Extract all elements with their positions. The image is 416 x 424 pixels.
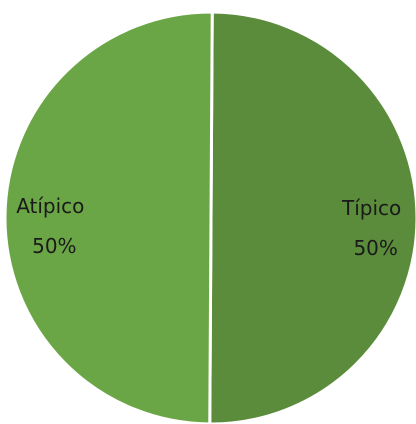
- slice-category-label: Atípico: [16, 194, 84, 218]
- pie-slice-at-pico: [3, 10, 214, 424]
- slice-value-label: 50%: [32, 234, 76, 258]
- pie-slices: [3, 10, 416, 424]
- pie-labels: Típico 50% Atípico 50%: [16, 194, 401, 260]
- slice-category-label: Típico: [341, 196, 401, 220]
- slice-value-label: 50%: [353, 236, 397, 260]
- pie-slice-t-pico: [208, 10, 416, 424]
